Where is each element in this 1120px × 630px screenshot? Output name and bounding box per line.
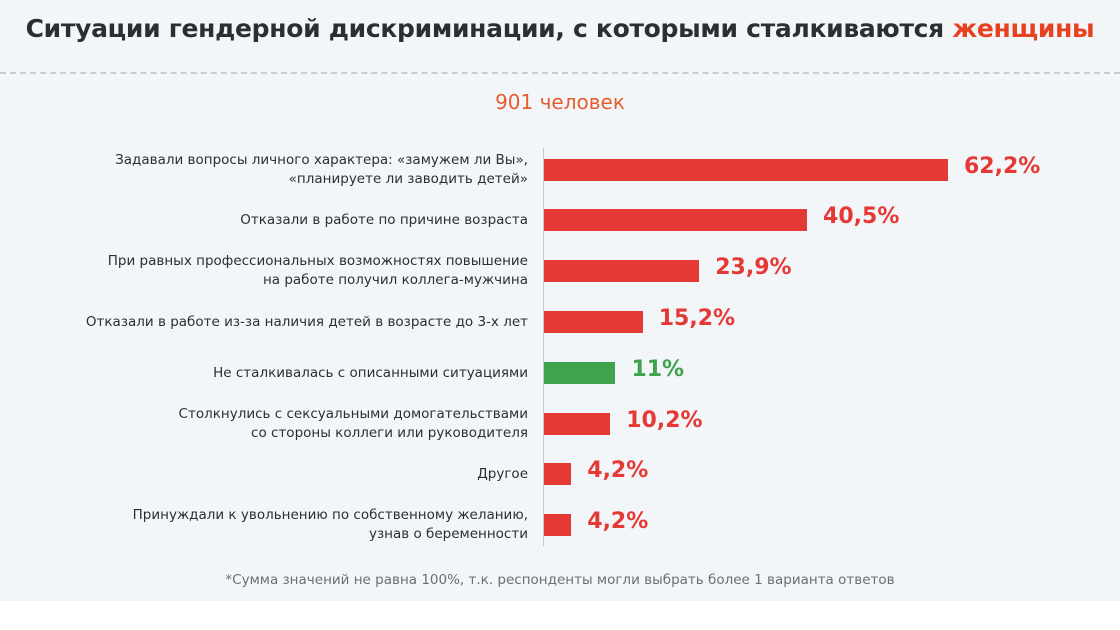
bar <box>544 209 808 231</box>
bar-row: Другое 4,2% <box>0 449 1120 499</box>
bar-row: Не сталкивалась с описанными ситуациями 1… <box>0 348 1120 398</box>
category-label: Отказали в работе из-за наличия детей в … <box>85 313 528 330</box>
category-label: При равных профессиональных возможностях… <box>107 253 528 288</box>
footnote: *Сумма значений не равна 100%, т.к. респ… <box>225 572 895 588</box>
bar-row: Отказали в работе из-за наличия детей в … <box>0 297 1120 347</box>
data-label: 15,2% <box>658 306 736 331</box>
data-label: 23,9% <box>715 255 792 280</box>
title-main: Ситуации гендерной дискриминации, с кото… <box>25 14 945 43</box>
data-label: 4,2% <box>587 458 649 483</box>
data-label: 10,2% <box>626 408 703 433</box>
bar <box>544 362 616 384</box>
bar-row: Задавали вопросы личного характера: «зам… <box>0 145 1120 195</box>
bar <box>544 311 643 333</box>
data-label: 62,2% <box>964 154 1041 179</box>
bar-row: Отказали в работе по причине возраста 40,… <box>0 195 1120 245</box>
category-label: Другое <box>477 465 528 482</box>
bar <box>544 159 948 181</box>
bar <box>544 260 700 282</box>
bar-row: Принуждали к увольнению по собственному … <box>0 500 1120 550</box>
y-axis-line <box>543 148 544 546</box>
bar-row: Столкнулись с сексуальными домогательств… <box>0 399 1120 449</box>
category-label: Не сталкивалась с описанными ситуациями <box>213 364 528 381</box>
bar <box>544 463 572 485</box>
bar-row: При равных профессиональных возможностях… <box>0 246 1120 296</box>
bar <box>544 413 611 435</box>
title-accent: женщины <box>952 14 1095 43</box>
sample-size: 901 человек <box>495 90 625 114</box>
bar <box>544 514 572 536</box>
chart-title: Ситуации гендерной дискриминации, с кото… <box>0 14 1120 43</box>
data-label: 11% <box>631 357 685 382</box>
category-label: Столкнулись с сексуальными домогательств… <box>178 406 528 441</box>
data-label: 4,2% <box>587 509 649 534</box>
category-label: Задавали вопросы личного характера: «зам… <box>115 152 528 187</box>
category-label: Отказали в работе по причине возраста <box>240 211 528 228</box>
category-label: Принуждали к увольнению по собственному … <box>132 507 528 542</box>
chart-panel: Ситуации гендерной дискриминации, с кото… <box>0 0 1120 601</box>
divider <box>0 72 1120 74</box>
data-label: 40,5% <box>823 204 900 229</box>
